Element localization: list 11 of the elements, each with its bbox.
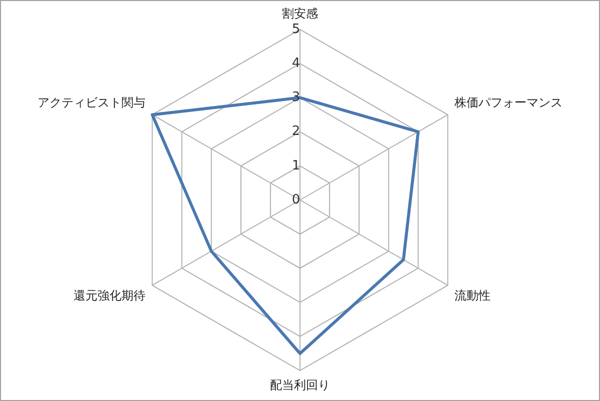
spoke-label: 配当利回り [270, 378, 330, 392]
spoke-label: 還元強化期待 [73, 288, 146, 303]
spoke-label: 流動性 [454, 288, 491, 303]
y-tick-label: 1 [292, 158, 300, 174]
y-tick-label: 2 [292, 124, 300, 140]
y-tick-label: 4 [292, 56, 300, 71]
spoke-label: 株価パフォーマンス [454, 96, 563, 110]
spoke-label: 割安感 [282, 6, 318, 20]
y-tick-label: 0 [292, 192, 300, 208]
y-tick-label: 5 [292, 22, 300, 37]
spoke-label: アクティビスト関与 [37, 96, 146, 110]
